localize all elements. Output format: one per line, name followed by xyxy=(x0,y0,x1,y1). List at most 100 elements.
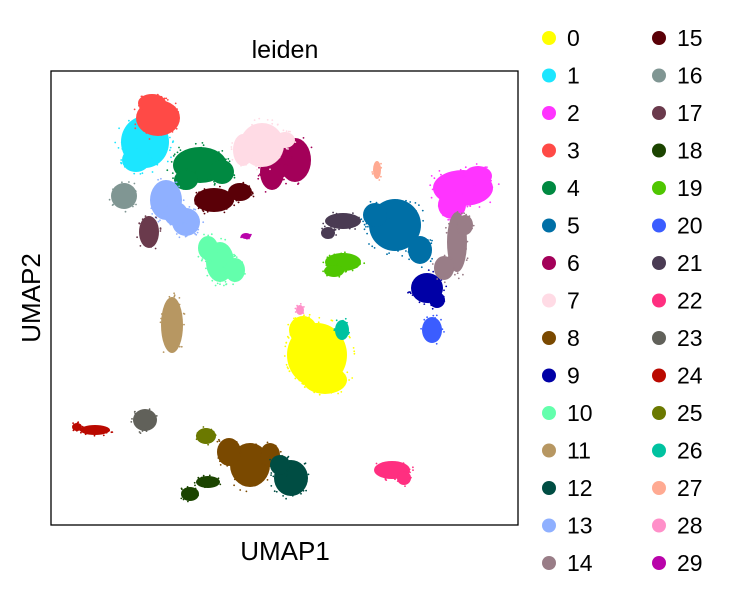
cluster-0-point xyxy=(287,323,290,326)
cluster-16-point xyxy=(111,204,114,207)
cluster-19 xyxy=(322,251,366,278)
cluster-19-point xyxy=(340,252,343,255)
cluster-4-point xyxy=(206,179,209,182)
legend-marker-12 xyxy=(542,481,556,495)
cluster-15-point xyxy=(248,185,251,188)
cluster-8-point xyxy=(279,450,282,453)
cluster-15-point xyxy=(250,194,253,196)
cluster-12-point xyxy=(286,469,289,472)
cluster-7-point xyxy=(282,129,285,132)
cluster-25-region xyxy=(196,428,216,444)
cluster-2-region xyxy=(464,166,492,186)
cluster-26-point xyxy=(347,333,350,335)
cluster-23-point xyxy=(155,415,158,417)
cluster-13-point xyxy=(195,233,198,236)
legend-label-13: 13 xyxy=(567,513,593,539)
cluster-24-point xyxy=(72,422,74,424)
cluster-23-point xyxy=(145,430,148,432)
legend-marker-9 xyxy=(542,368,556,383)
cluster-7-point xyxy=(274,143,277,146)
cluster-0-point xyxy=(301,382,304,385)
cluster-8-point xyxy=(266,441,269,444)
cluster-12-point xyxy=(282,495,284,497)
cluster-21-point xyxy=(335,212,338,215)
cluster-12-point xyxy=(302,489,305,492)
cluster-5-point xyxy=(388,217,390,220)
cluster-0-point xyxy=(341,364,344,367)
cluster-18-point xyxy=(219,483,222,486)
cluster-0-point xyxy=(308,313,311,316)
cluster-17-point xyxy=(144,215,147,218)
cluster-26-region xyxy=(335,320,349,340)
cluster-0-point xyxy=(303,386,306,388)
cluster-5-point xyxy=(385,206,388,209)
cluster-6-point xyxy=(282,175,285,178)
cluster-16-point xyxy=(132,205,134,208)
legend-marker-5 xyxy=(542,218,556,233)
cluster-5-point xyxy=(407,251,410,253)
cluster-8-point xyxy=(232,473,234,475)
cluster-14-point xyxy=(450,257,452,260)
cluster-9-point xyxy=(431,307,434,310)
cluster-13-point xyxy=(197,228,200,231)
cluster-7-point xyxy=(230,148,233,151)
legend-marker-4 xyxy=(542,181,556,195)
legend-label-1: 1 xyxy=(567,63,580,89)
cluster-24 xyxy=(72,421,114,437)
cluster-6-point xyxy=(306,149,309,152)
cluster-27-point xyxy=(380,175,382,178)
cluster-11-point xyxy=(178,297,181,299)
cluster-2-point xyxy=(447,218,450,221)
cluster-1-point xyxy=(169,149,171,152)
legend-marker-11 xyxy=(542,443,556,458)
cluster-5-point xyxy=(429,239,432,241)
cluster-16-point xyxy=(127,181,130,183)
cluster-1-point xyxy=(118,127,120,130)
cluster-3 xyxy=(133,93,180,140)
cluster-7-point xyxy=(294,141,297,144)
cluster-25-point xyxy=(207,443,210,446)
scatter-plot-area xyxy=(72,93,500,503)
cluster-4-region xyxy=(210,160,234,184)
cluster-4-point xyxy=(176,151,179,154)
cluster-15-point xyxy=(201,209,204,211)
cluster-0-point xyxy=(353,350,356,353)
cluster-5-point xyxy=(388,252,390,255)
legend-label-10: 10 xyxy=(567,400,593,426)
cluster-22-point xyxy=(375,462,378,465)
cluster-5-point xyxy=(362,220,364,223)
cluster-10-point xyxy=(219,283,221,286)
legend-item-6: 6 xyxy=(542,250,580,276)
cluster-16-region xyxy=(111,183,137,209)
cluster-3-point xyxy=(138,104,140,107)
cluster-5-region xyxy=(363,203,387,227)
cluster-0-point xyxy=(293,317,295,320)
cluster-28-point xyxy=(296,304,298,307)
cluster-26-point xyxy=(342,319,344,322)
cluster-2-point xyxy=(475,163,478,165)
cluster-19-point xyxy=(325,264,328,267)
legend-item-21: 21 xyxy=(652,250,703,276)
legend-label-17: 17 xyxy=(677,100,703,126)
cluster-1-point xyxy=(139,173,142,175)
cluster-18-point xyxy=(208,474,211,477)
legend-item-11: 11 xyxy=(542,438,591,464)
cluster-9-point xyxy=(414,278,417,281)
cluster-4-point xyxy=(193,172,196,175)
cluster-12 xyxy=(269,455,310,500)
cluster-21-region xyxy=(321,227,335,239)
cluster-21 xyxy=(321,211,361,239)
cluster-9-point xyxy=(409,291,411,294)
cluster-17 xyxy=(136,215,162,250)
cluster-11-point xyxy=(168,295,171,298)
cluster-22-point xyxy=(409,477,412,479)
cluster-10-point xyxy=(207,259,210,262)
cluster-0-point xyxy=(318,393,321,396)
legend-item-17: 17 xyxy=(652,100,703,126)
cluster-13-point xyxy=(194,208,197,211)
cluster-1-point xyxy=(114,141,117,144)
legend-label-22: 22 xyxy=(677,288,703,314)
cluster-7-point xyxy=(253,119,256,121)
cluster-3-point xyxy=(176,108,179,110)
cluster-6-point xyxy=(285,164,288,167)
